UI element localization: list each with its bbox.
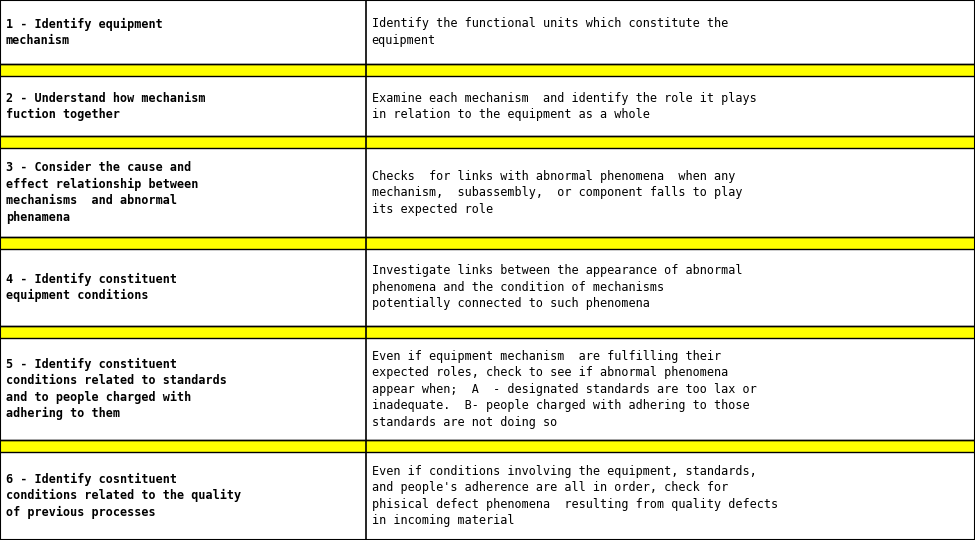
Bar [366, 338, 975, 440]
Text: 6 - Identify cosntituent
conditions related to the quality
of previous processes: 6 - Identify cosntituent conditions rela… [6, 472, 241, 519]
Bar [0, 148, 366, 237]
Text: 4 - Identify constituent
equipment conditions: 4 - Identify constituent equipment condi… [6, 273, 177, 302]
Bar [0, 338, 366, 440]
Bar [366, 0, 975, 64]
Text: 3 - Consider the cause and
effect relationship between
mechanisms  and abnormal
: 3 - Consider the cause and effect relati… [6, 161, 198, 224]
Bar [0, 440, 975, 452]
Text: 5 - Identify constituent
conditions related to standards
and to people charged w: 5 - Identify constituent conditions rela… [6, 357, 227, 421]
Bar [366, 452, 975, 540]
Bar [0, 77, 366, 137]
Bar [0, 237, 975, 248]
Text: Checks  for links with abnormal phenomena  when any
mechanism,  subassembly,  or: Checks for links with abnormal phenomena… [371, 170, 742, 215]
Bar [366, 148, 975, 237]
Text: Even if conditions involving the equipment, standards,
and people's adherence ar: Even if conditions involving the equipme… [371, 464, 778, 527]
Bar [366, 77, 975, 137]
Bar [0, 248, 366, 326]
Bar [0, 64, 975, 77]
Bar [0, 137, 975, 148]
Bar [0, 452, 366, 540]
Bar [0, 326, 975, 338]
Text: 1 - Identify equipment
mechanism: 1 - Identify equipment mechanism [6, 17, 163, 47]
Bar [0, 0, 366, 64]
Bar [366, 248, 975, 326]
Text: 2 - Understand how mechanism
fuction together: 2 - Understand how mechanism fuction tog… [6, 92, 206, 121]
Text: Identify the functional units which constitute the
equipment: Identify the functional units which cons… [371, 17, 728, 47]
Text: Examine each mechanism  and identify the role it plays
in relation to the equipm: Examine each mechanism and identify the … [371, 92, 757, 121]
Text: Even if equipment mechanism  are fulfilling their
expected roles, check to see i: Even if equipment mechanism are fulfilli… [371, 349, 757, 429]
Text: Investigate links between the appearance of abnormal
phenomena and the condition: Investigate links between the appearance… [371, 265, 742, 310]
